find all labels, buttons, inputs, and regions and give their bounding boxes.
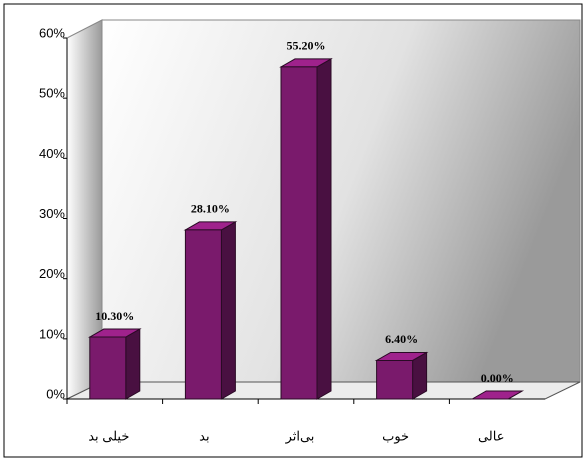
x-tick-label: بد [199,428,209,443]
value-label: 28.10% [191,202,230,216]
value-label: 0.00% [481,371,514,385]
x-tick-label: خوب [382,428,409,444]
bar-side [221,222,235,399]
bar [185,222,235,399]
x-tick-label: عالی [478,428,505,443]
bar-front [377,360,413,399]
back-wall [102,20,580,382]
chart: 0% 10% 20% 30% 40% 50% 60% خیلی بد 10.30% بد 28.10… [0,0,587,462]
bar-front [281,67,317,399]
value-label: 55.20% [287,39,326,53]
x-tick-label: بی‌اثر [285,428,315,444]
bar [377,352,427,399]
bar-side [126,329,140,399]
y-tick-label: 20% [39,266,65,281]
y-tick-label: 60% [39,25,65,40]
bar [90,329,140,399]
bar-front [90,337,126,399]
y-tick-label: 30% [39,206,65,221]
y-tick-label: 0% [46,386,65,401]
value-label: 10.30% [95,309,134,323]
y-tick-label: 40% [39,146,65,161]
bar-side [317,59,331,399]
value-label: 6.40% [385,332,418,346]
y-tick-label: 50% [39,86,65,101]
bar [281,59,331,399]
y-tick-label: 10% [39,326,65,341]
bar-front [185,230,221,399]
x-tick-label: خیلی بد [88,428,129,443]
